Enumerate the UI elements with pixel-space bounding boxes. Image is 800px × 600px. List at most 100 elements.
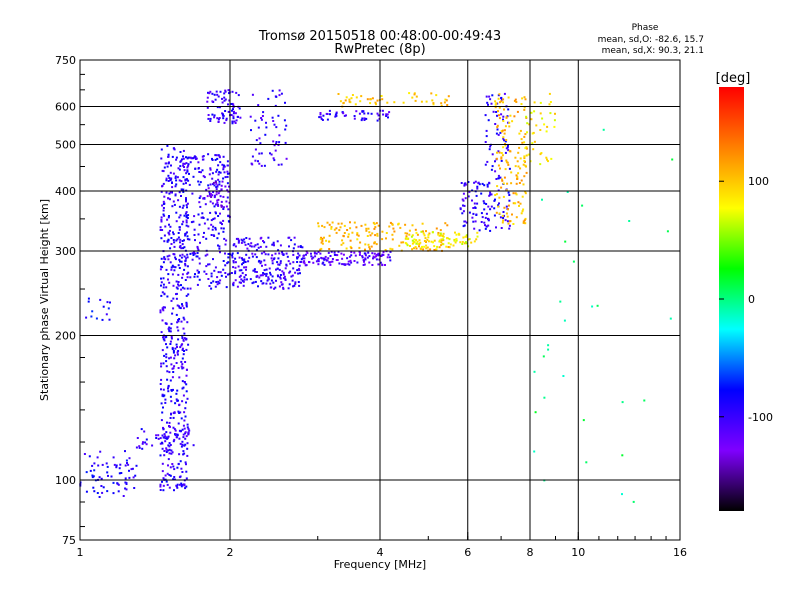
echo-point: [325, 239, 328, 242]
echo-point: [130, 468, 133, 471]
echo-point: [215, 154, 218, 157]
echo-point: [234, 270, 237, 273]
echo-point: [182, 149, 185, 152]
echo-point: [207, 184, 210, 187]
echo-point: [370, 245, 373, 248]
echo-point: [230, 272, 233, 274]
echo-point: [473, 240, 476, 243]
echo-point: [504, 125, 507, 128]
echo-point: [151, 444, 154, 447]
echo-point: [262, 111, 265, 114]
echo-point: [524, 192, 527, 195]
echo-point: [515, 182, 518, 185]
echo-point: [175, 239, 178, 242]
echo-point: [165, 451, 168, 453]
echo-point: [206, 106, 209, 109]
echo-point: [159, 309, 162, 312]
echo-point: [376, 99, 379, 102]
echo-point: [222, 166, 225, 169]
echo-point: [192, 220, 195, 223]
echo-point: [487, 224, 490, 227]
echo-point: [224, 98, 227, 101]
echo-point: [411, 224, 414, 227]
echo-point: [108, 318, 111, 321]
echo-point: [213, 194, 216, 197]
echo-point: [171, 186, 174, 189]
echo-point: [194, 252, 197, 255]
echo-point: [198, 257, 201, 260]
echo-point: [160, 157, 163, 160]
echo-point: [183, 483, 186, 486]
echo-point: [165, 335, 168, 338]
echo-point: [166, 218, 169, 221]
echo-point: [329, 261, 332, 264]
echo-point: [628, 220, 631, 222]
echo-point: [197, 167, 200, 170]
echo-point: [180, 360, 183, 363]
echo-point: [214, 158, 217, 161]
echo-point: [502, 98, 505, 101]
echo-point: [498, 202, 500, 205]
echo-point: [218, 155, 221, 158]
echo-point: [472, 207, 475, 209]
echo-point: [271, 254, 274, 257]
echo-point: [493, 199, 496, 202]
echo-point: [498, 196, 501, 199]
echo-point: [120, 472, 123, 474]
echo-point: [223, 171, 226, 174]
echo-point: [178, 437, 181, 440]
echo-point: [297, 272, 300, 275]
echo-point: [201, 169, 204, 172]
echo-point: [669, 317, 672, 320]
echo-point: [222, 230, 225, 233]
echo-point: [209, 168, 212, 171]
echo-point: [199, 241, 201, 244]
echo-point: [226, 196, 229, 199]
echo-point: [168, 357, 171, 360]
echo-point: [497, 110, 499, 113]
echo-point: [251, 155, 254, 158]
echo-point: [106, 471, 109, 474]
echo-point: [296, 261, 299, 263]
echo-point: [211, 100, 214, 103]
echo-point: [317, 225, 320, 228]
echo-point: [225, 275, 227, 278]
echo-point: [260, 164, 263, 167]
echo-point: [213, 217, 216, 220]
echo-point: [131, 467, 134, 470]
echo-point: [523, 175, 526, 178]
echo-point: [457, 232, 460, 235]
echo-point: [193, 234, 196, 236]
echo-point: [270, 257, 273, 260]
echo-point: [167, 232, 170, 235]
echo-point: [382, 251, 385, 254]
echo-point: [472, 220, 475, 223]
echo-point: [413, 238, 416, 241]
echo-point: [162, 395, 165, 398]
echo-point: [278, 89, 281, 92]
echo-point: [181, 440, 184, 443]
echo-point: [310, 252, 312, 255]
echo-point: [317, 260, 320, 263]
echo-point: [198, 197, 201, 199]
echo-point: [404, 223, 407, 226]
echo-point: [179, 460, 182, 463]
echo-point: [161, 204, 164, 207]
echo-point: [411, 239, 414, 242]
echo-point: [621, 454, 624, 457]
echo-point: [521, 141, 524, 144]
echo-point: [198, 271, 200, 274]
echo-point: [409, 245, 411, 247]
echo-point: [480, 212, 483, 215]
echo-point: [519, 202, 522, 205]
echo-point: [323, 263, 326, 266]
echo-point: [117, 490, 120, 493]
echo-point: [526, 131, 528, 134]
echo-point: [175, 297, 178, 300]
echo-point: [547, 348, 550, 351]
echo-point: [239, 116, 242, 119]
echo-point: [172, 350, 175, 352]
echo-point: [183, 411, 186, 414]
echo-point: [439, 229, 442, 232]
echo-point: [503, 139, 506, 142]
